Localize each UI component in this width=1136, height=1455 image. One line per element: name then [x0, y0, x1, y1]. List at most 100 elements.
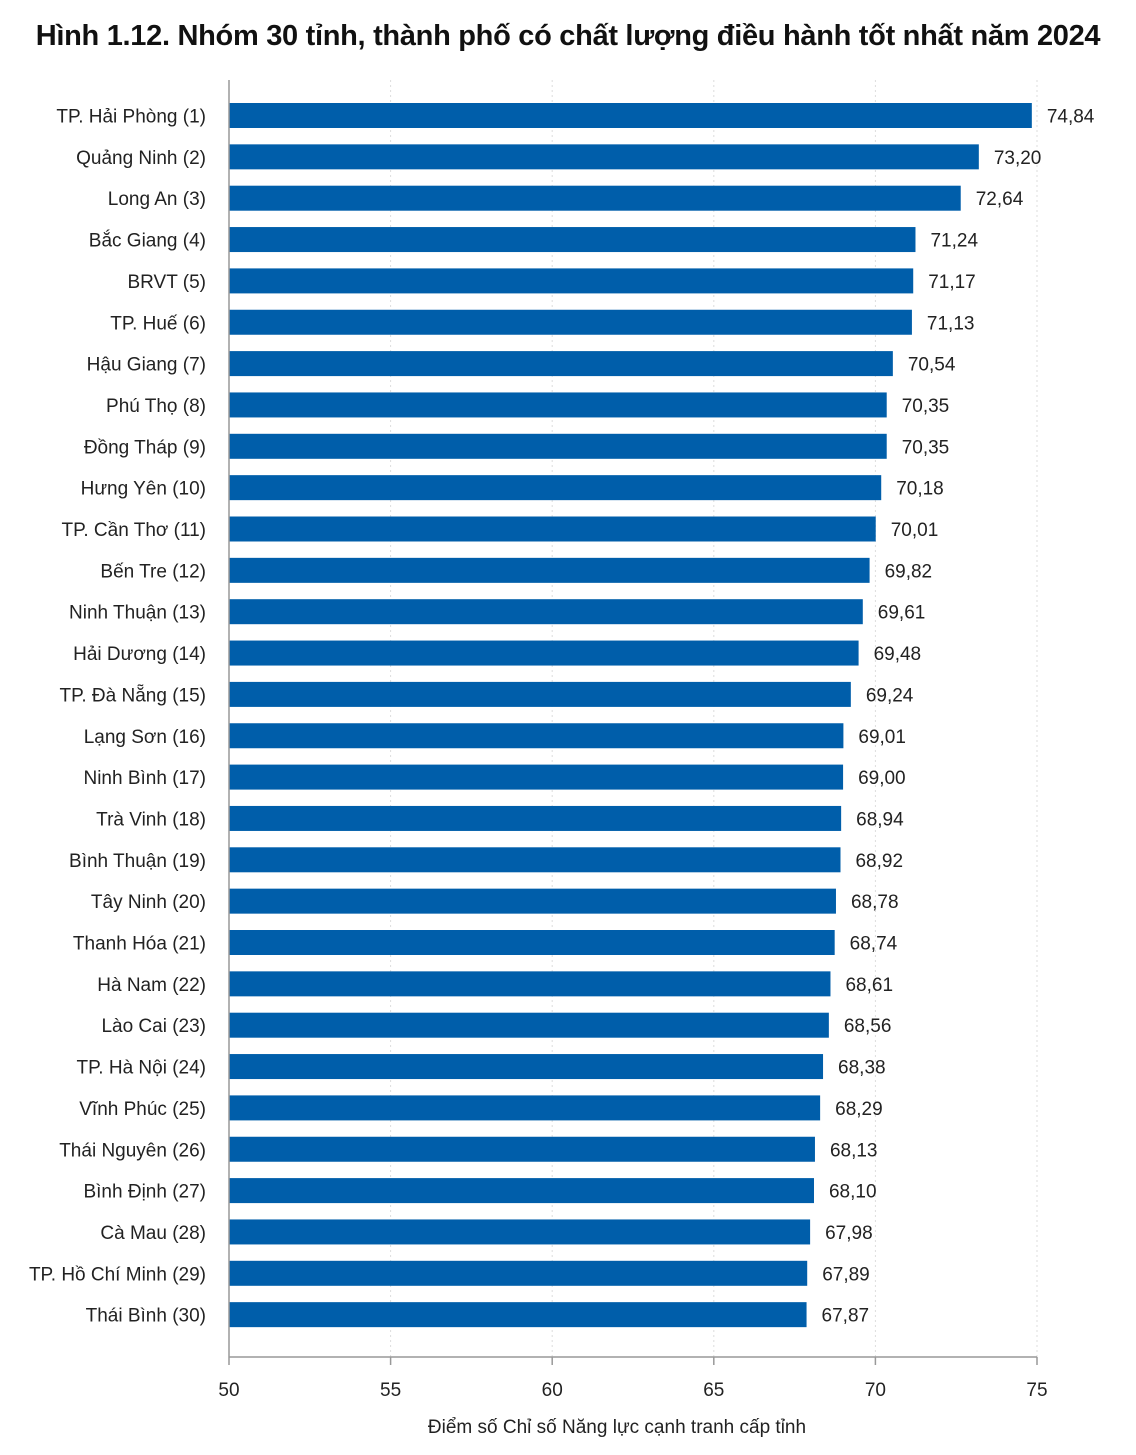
bar [229, 1178, 814, 1204]
bar [229, 1219, 811, 1245]
category-label: Tây Ninh (20) [91, 892, 206, 913]
category-label: Thái Bình (30) [86, 1306, 206, 1327]
value-label: 70,18 [896, 479, 944, 500]
bar [229, 681, 851, 707]
value-label: 73,20 [994, 148, 1042, 169]
bar [229, 516, 876, 542]
chart-title: Hình 1.12. Nhóm 30 tỉnh, thành phố có ch… [35, 20, 1101, 52]
bar [229, 268, 914, 294]
category-label: TP. Huế (6) [110, 313, 206, 334]
bar [229, 475, 882, 501]
value-label: 70,01 [891, 520, 939, 541]
category-label: Trà Vinh (18) [96, 809, 206, 830]
bar [229, 1302, 807, 1328]
value-label: 70,54 [908, 355, 956, 376]
bar [229, 1054, 824, 1080]
category-label: Quảng Ninh (2) [76, 148, 206, 169]
category-label: Thái Nguyên (26) [59, 1140, 206, 1161]
category-label: Lào Cai (23) [101, 1016, 206, 1037]
bar [229, 640, 859, 666]
category-label: Bắc Giang (4) [89, 230, 206, 252]
x-tick-label: 70 [865, 1380, 886, 1401]
value-label: 67,89 [822, 1264, 870, 1285]
bar [229, 971, 831, 997]
category-label: TP. Cần Thơ (11) [62, 520, 206, 541]
value-label: 74,84 [1047, 107, 1095, 128]
x-axis-label: Điểm số Chỉ số Năng lực cạnh tranh cấp t… [428, 1417, 806, 1438]
category-label: Long An (3) [108, 189, 206, 210]
category-labels: TP. Hải Phòng (1) Quảng Ninh (2) Long An (… [29, 107, 206, 1327]
bar [229, 185, 961, 211]
value-label: 69,48 [874, 644, 922, 665]
value-label: 67,98 [825, 1223, 873, 1244]
category-label: Đồng Tháp (9) [84, 437, 206, 458]
value-label: 71,13 [927, 313, 975, 334]
x-tick-label: 75 [1026, 1380, 1047, 1401]
category-label: Ninh Bình (17) [83, 768, 206, 789]
value-label: 68,74 [850, 934, 898, 955]
x-tick-label: 60 [542, 1380, 563, 1401]
bar [229, 723, 844, 749]
category-label: Cà Mau (28) [100, 1223, 206, 1244]
category-label: Bình Thuận (19) [69, 851, 206, 872]
value-label: 68,13 [830, 1140, 878, 1161]
bar [229, 764, 844, 790]
bar [229, 1260, 808, 1286]
value-label: 70,35 [902, 396, 950, 417]
value-label: 69,00 [858, 768, 906, 789]
category-label: BRVT (5) [128, 272, 207, 293]
bar [229, 805, 842, 831]
value-label: 70,35 [902, 437, 950, 458]
value-label: 68,38 [838, 1058, 886, 1079]
category-label: Hà Nam (22) [97, 975, 206, 996]
bar [229, 1012, 829, 1038]
category-label: Phú Thọ (8) [106, 396, 206, 417]
category-label: Hưng Yên (10) [81, 479, 206, 500]
category-label: Hải Dương (14) [73, 644, 206, 665]
bar [229, 392, 887, 418]
value-label: 72,64 [976, 189, 1024, 210]
bar [229, 930, 835, 955]
value-label: 68,94 [856, 809, 904, 830]
value-label: 71,24 [930, 231, 978, 252]
value-label: 69,24 [866, 685, 914, 706]
category-label: TP. Hà Nội (24) [76, 1058, 206, 1079]
bar [229, 227, 916, 253]
bar [229, 599, 863, 625]
bars-group [229, 103, 1032, 1328]
value-label: 69,01 [858, 727, 906, 748]
bar [229, 1095, 821, 1121]
value-label: 71,17 [928, 272, 976, 293]
value-label: 67,87 [822, 1306, 870, 1327]
category-label: TP. Đà Nẵng (15) [60, 685, 206, 706]
bar [229, 1136, 815, 1162]
bar [229, 888, 836, 914]
bar [229, 309, 912, 335]
value-label: 68,10 [829, 1182, 877, 1203]
x-tick-label: 65 [703, 1380, 724, 1401]
bar [229, 103, 1032, 128]
bar [229, 557, 870, 583]
value-label: 68,78 [851, 892, 899, 913]
value-label: 68,29 [835, 1099, 883, 1120]
bar [229, 433, 887, 459]
category-label: TP. Hải Phòng (1) [56, 107, 206, 128]
x-axis: 50 55 60 65 70 75 [218, 80, 1048, 1401]
bar [229, 351, 893, 377]
value-label: 68,92 [855, 851, 903, 872]
value-label: 69,61 [878, 603, 926, 624]
category-label: Bến Tre (12) [100, 561, 206, 582]
value-label: 68,56 [844, 1016, 892, 1037]
category-label: Hậu Giang (7) [87, 355, 206, 376]
bar [229, 144, 979, 170]
category-label: Bình Định (27) [83, 1182, 206, 1203]
category-label: Vĩnh Phúc (25) [79, 1099, 206, 1120]
bar [229, 847, 841, 873]
category-label: TP. Hồ Chí Minh (29) [29, 1264, 206, 1285]
x-tick-label: 55 [380, 1380, 401, 1401]
category-label: Thanh Hóa (21) [73, 934, 206, 955]
value-label: 68,61 [845, 975, 893, 996]
category-label: Lạng Sơn (16) [84, 727, 206, 748]
